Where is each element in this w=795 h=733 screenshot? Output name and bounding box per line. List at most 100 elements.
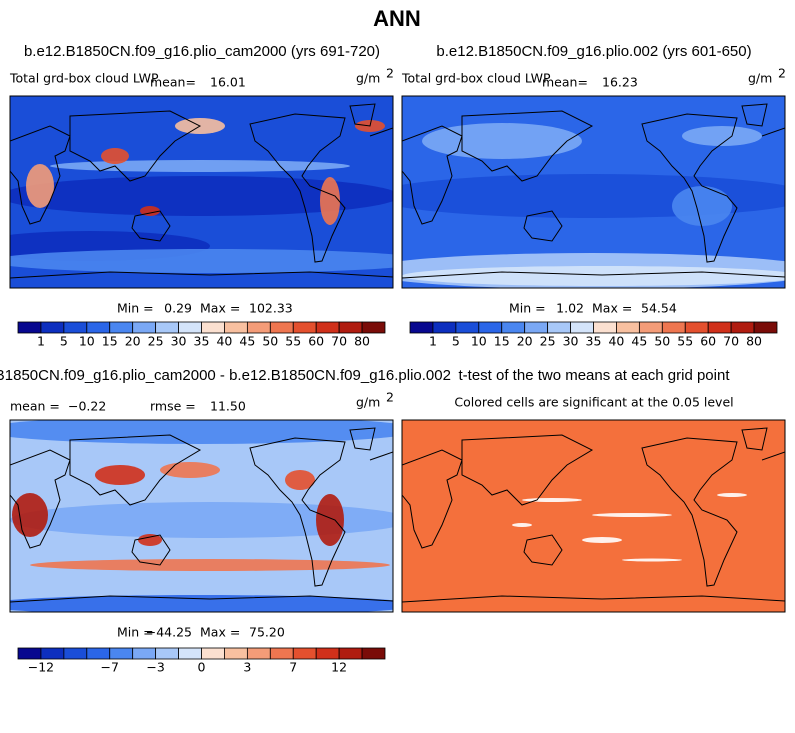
colorbar-label: 55 [677,334,693,349]
rmse-label: rmse = [150,399,196,414]
colorbar-box [17,647,42,660]
colorbar-label: 45 [631,334,647,349]
map [401,419,786,613]
colorbar-label: 80 [746,334,762,349]
units: g/m [356,71,380,86]
coastline [402,595,785,603]
max-value: 75.20 [249,625,285,640]
coastline [369,451,393,461]
coastline [249,113,346,263]
coastline [349,427,376,451]
coastline [10,449,71,549]
mean-value: 16.23 [602,75,638,90]
colorbar-label: 40 [608,334,624,349]
variable-label: Total grd-box cloud LWP [401,71,551,86]
max-label: Max = [200,301,240,316]
coastline [523,534,563,566]
colorbar-box [269,321,294,334]
figure-title: ANN [373,6,421,31]
field-patch [10,249,393,273]
colorbar-label: 35 [194,334,210,349]
field-patch [50,160,350,172]
colorbar-box [132,321,157,334]
colorbar-box [753,321,778,334]
field-patch [12,493,48,537]
field-patch [622,558,682,562]
field-patch [30,559,390,571]
colorbar-box [132,647,157,660]
field-patch [582,537,622,543]
map-field [402,420,785,612]
colorbar-box [155,321,179,334]
colorbar-box [246,647,271,660]
colorbar-label: 40 [216,334,232,349]
min-value: −44.25 [146,625,192,640]
units-exponent: 2 [778,66,786,81]
colorbar-box [338,321,363,334]
colorbar-label: 3 [243,660,251,675]
colorbar-label: 30 [171,334,187,349]
map-frame [9,95,394,289]
coastline [369,127,393,137]
coastline [402,271,785,279]
colorbar-box [707,321,732,334]
field-patch [672,186,732,226]
max-value: 54.54 [641,301,677,316]
colorbar-box [224,647,248,660]
colorbar-box [201,647,225,660]
map-field [10,96,393,288]
colorbar-label: 80 [354,334,370,349]
colorbar-label: 50 [654,334,670,349]
colorbar-box [40,647,65,660]
coastline [402,125,463,225]
colorbar-box [361,321,386,334]
colorbar-box [109,647,134,660]
colorbar-box [455,321,480,334]
colorbar-label: 60 [700,334,716,349]
colorbar-box [40,321,65,334]
field-patch [316,494,344,546]
map-frame [401,419,786,613]
field-patch [10,176,393,216]
colorbar-label: 1 [429,334,437,349]
units-exponent: 2 [386,390,394,405]
colorbar-box [224,321,248,334]
field-patch [717,493,747,497]
colorbar-box [86,647,111,660]
coastline [641,437,738,587]
map [9,419,394,613]
field-patch [26,164,54,208]
colorbar-box [63,647,88,660]
colorbar-box [292,321,317,334]
field-patch [682,126,762,146]
colorbar-box [155,647,179,660]
colorbar-box [409,321,434,334]
field-patch [402,174,785,218]
map-frame [401,95,786,289]
coastline [523,210,563,242]
colorbar-label: 0 [198,660,206,675]
panel-title: b.e12.B1850CN.f09_g16.plio.002 (yrs 601-… [436,43,751,60]
field-patch [512,523,532,527]
colorbar-box [315,321,340,334]
map [9,95,394,289]
colorbar-box [246,321,271,334]
units: g/m [748,71,772,86]
mean-value: 16.01 [210,75,246,90]
map-field [10,420,393,612]
map-field [402,96,785,288]
colorbar-box [361,647,386,660]
mean-label: mean= [542,75,588,90]
colorbar-label: 30 [563,334,579,349]
colorbar-box [684,321,709,334]
colorbar-box [432,321,457,334]
field-patch [101,148,129,164]
coastline [131,534,171,566]
colorbar-label: 45 [239,334,255,349]
coastline [641,113,738,263]
colorbar-box [524,321,549,334]
colorbar-box [292,647,317,660]
coastline [461,110,594,182]
colorbar-label: 5 [452,334,460,349]
colorbar-box [201,321,225,334]
